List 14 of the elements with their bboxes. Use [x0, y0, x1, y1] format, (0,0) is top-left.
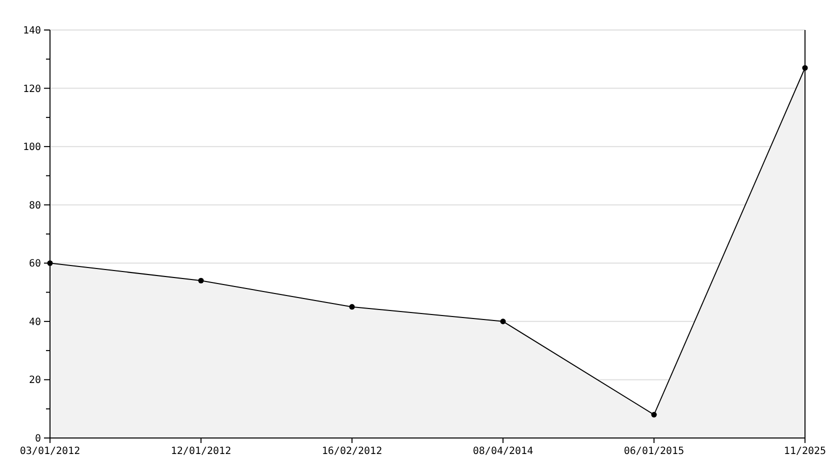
y-tick-label: 20: [28, 375, 41, 386]
y-tick-label: 100: [22, 142, 41, 154]
x-tick-label: 06/01/2015: [624, 446, 684, 457]
x-tick-label: 08/04/2014: [472, 446, 534, 457]
x-tick-label: 16/02/2012: [322, 446, 382, 457]
x-tick-label: 12/01/2012: [170, 446, 232, 457]
y-tick-label: 40: [28, 316, 41, 328]
y-tick-label: 140: [22, 26, 41, 36]
y-tick-label: 60: [28, 258, 41, 270]
y-tick-label: 80: [28, 200, 41, 212]
y-tick-label: 120: [22, 84, 41, 95]
x-tick-label: 03/01/2012: [20, 446, 80, 457]
x-tick-label: 11/2025: [784, 446, 826, 457]
y-tick-label: 0: [34, 434, 41, 444]
